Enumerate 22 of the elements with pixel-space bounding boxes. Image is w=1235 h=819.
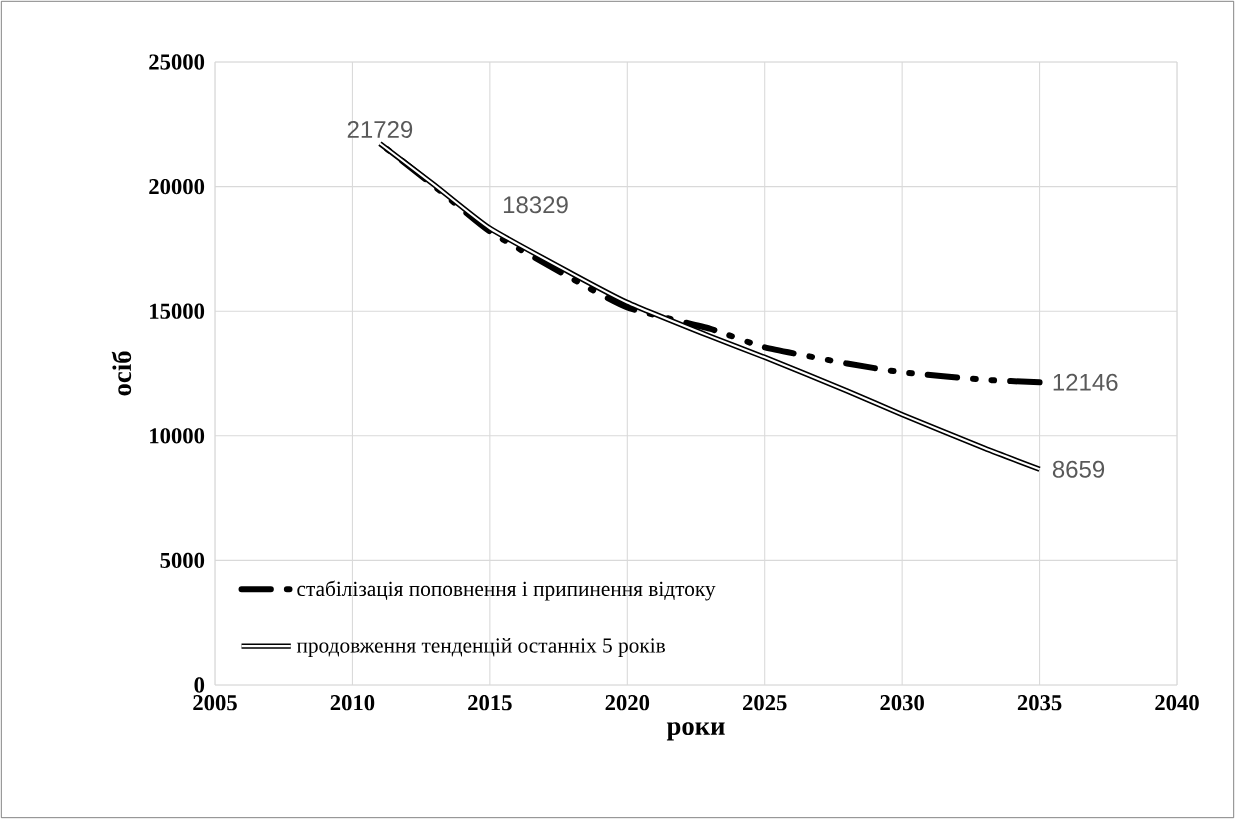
data-label: 8659 (1052, 460, 1105, 478)
x-tick-label: 2025 (743, 695, 787, 711)
legend-label: продовження тенденцій останніх 5 років (296, 637, 666, 658)
x-tick-label: 2005 (193, 695, 237, 711)
y-tick-label: 25000 (149, 54, 205, 70)
data-label: 21729 (347, 120, 413, 138)
x-tick-label: 2040 (1155, 695, 1199, 711)
y-axis-title: осіб (111, 351, 132, 396)
data-label: 18329 (503, 196, 568, 214)
y-tick-label: 20000 (149, 178, 205, 195)
x-tick-label: 2020 (605, 695, 650, 711)
x-tick-label: 2015 (468, 695, 512, 711)
data-label: 12146 (1053, 373, 1118, 391)
y-tick-label: 10000 (150, 428, 205, 444)
x-tick-label: 2010 (330, 695, 375, 711)
y-tick-label: 0 (194, 677, 205, 693)
legend-label: стабілізація поповнення і припинення відтоку (297, 580, 716, 601)
x-axis-title: роки (666, 722, 725, 741)
y-tick-label: 5000 (160, 552, 205, 569)
y-tick-label: 15000 (150, 303, 205, 319)
x-tick-label: 2030 (880, 695, 924, 711)
x-tick-label: 2035 (1017, 695, 1062, 711)
